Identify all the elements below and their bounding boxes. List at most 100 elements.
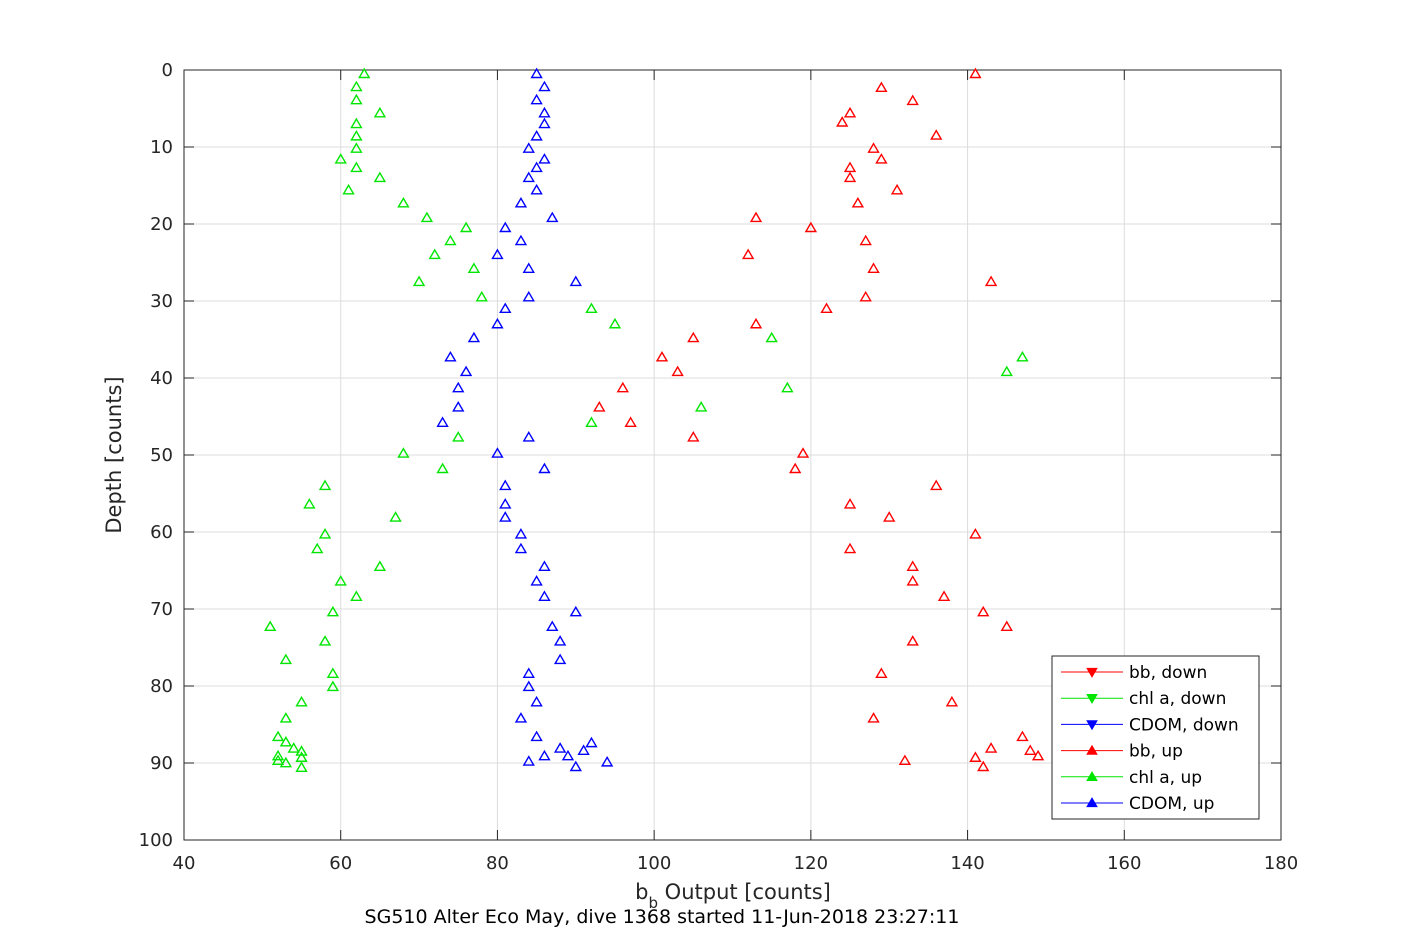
data-point — [389, 511, 402, 522]
data-point — [522, 171, 535, 183]
y-tick-label: 0 — [162, 60, 173, 81]
data-point — [326, 680, 340, 692]
data-point — [452, 401, 465, 412]
x-tick-label: 40 — [173, 853, 196, 874]
data-point — [765, 331, 778, 343]
data-point — [867, 712, 880, 723]
data-point — [820, 302, 833, 314]
data-point — [350, 142, 363, 153]
data-point — [522, 262, 535, 274]
y-tick-label: 80 — [150, 676, 173, 697]
data-point — [937, 590, 951, 602]
data-point — [491, 248, 504, 260]
data-point — [875, 81, 888, 93]
data-point — [295, 745, 308, 756]
data-point — [655, 350, 669, 362]
data-point — [397, 196, 410, 208]
data-point — [749, 211, 763, 223]
data-point — [452, 431, 465, 442]
data-point — [843, 106, 857, 118]
data-point — [742, 248, 755, 260]
data-point — [569, 275, 582, 287]
data-point — [553, 742, 567, 753]
data-point — [538, 749, 551, 761]
data-point — [412, 275, 426, 287]
data-point — [851, 196, 865, 208]
legend-entry-label: bb, down — [1129, 663, 1207, 683]
data-point — [444, 234, 457, 246]
x-axis-label: bb Output [counts] — [635, 880, 831, 912]
y-tick-label: 100 — [139, 830, 173, 851]
data-point — [867, 142, 880, 153]
data-point — [687, 331, 700, 343]
data-point — [616, 381, 629, 393]
legend-entry-label: chl a, down — [1129, 689, 1226, 709]
data-point — [875, 153, 888, 164]
data-point — [514, 528, 528, 539]
data-point — [804, 221, 818, 233]
data-point — [303, 498, 316, 509]
data-point — [499, 511, 512, 522]
data-point — [969, 528, 982, 539]
data-point — [859, 290, 872, 302]
data-point — [499, 479, 512, 491]
data-point — [1000, 620, 1013, 632]
x-tick-label: 180 — [1264, 853, 1298, 874]
data-point — [373, 560, 387, 571]
data-point — [906, 94, 919, 106]
data-point — [1024, 744, 1037, 756]
data-point — [350, 161, 363, 173]
data-point — [569, 605, 582, 617]
series-5 — [436, 67, 614, 772]
chart-caption: SG510 Alter Eco May, dive 1368 started 1… — [365, 906, 960, 928]
data-point — [1016, 730, 1029, 742]
data-point — [671, 365, 684, 377]
data-point — [318, 528, 332, 539]
x-tick-label: 80 — [486, 853, 509, 874]
data-point — [420, 211, 434, 223]
y-tick-label: 90 — [150, 753, 173, 774]
data-point — [789, 462, 802, 474]
y-tick-label: 40 — [150, 368, 173, 389]
y-tick-label: 10 — [150, 137, 173, 158]
data-point — [326, 605, 340, 617]
data-point — [514, 234, 528, 246]
x-tick-label: 120 — [794, 853, 828, 874]
x-tick-label: 140 — [950, 853, 984, 874]
data-point — [522, 755, 535, 766]
data-point — [585, 416, 598, 428]
data-point — [530, 730, 543, 742]
y-tick-label: 60 — [150, 522, 173, 543]
data-point — [530, 695, 543, 707]
data-point — [977, 760, 990, 772]
data-point — [271, 749, 285, 761]
data-point — [436, 462, 449, 474]
data-point — [522, 667, 535, 679]
data-point — [969, 67, 982, 79]
data-point — [984, 742, 998, 753]
data-point — [271, 754, 285, 766]
data-point — [350, 590, 363, 602]
data-point — [843, 498, 857, 509]
data-point — [452, 381, 465, 393]
data-point — [883, 511, 896, 522]
data-point — [491, 447, 504, 458]
data-point — [530, 93, 543, 105]
x-tick-label: 60 — [329, 853, 352, 874]
data-point — [530, 575, 543, 586]
data-point — [530, 183, 543, 195]
data-point — [906, 575, 919, 586]
data-point — [522, 680, 535, 692]
data-point — [295, 695, 308, 707]
data-point — [318, 635, 332, 646]
data-point — [264, 620, 277, 632]
data-point — [553, 635, 567, 646]
data-point — [530, 67, 543, 79]
data-point — [538, 462, 551, 474]
data-points — [264, 67, 1045, 772]
data-point — [969, 751, 982, 762]
data-point — [459, 221, 473, 233]
data-point — [350, 129, 363, 141]
y-axis-label: Depth [counts] — [102, 376, 126, 533]
